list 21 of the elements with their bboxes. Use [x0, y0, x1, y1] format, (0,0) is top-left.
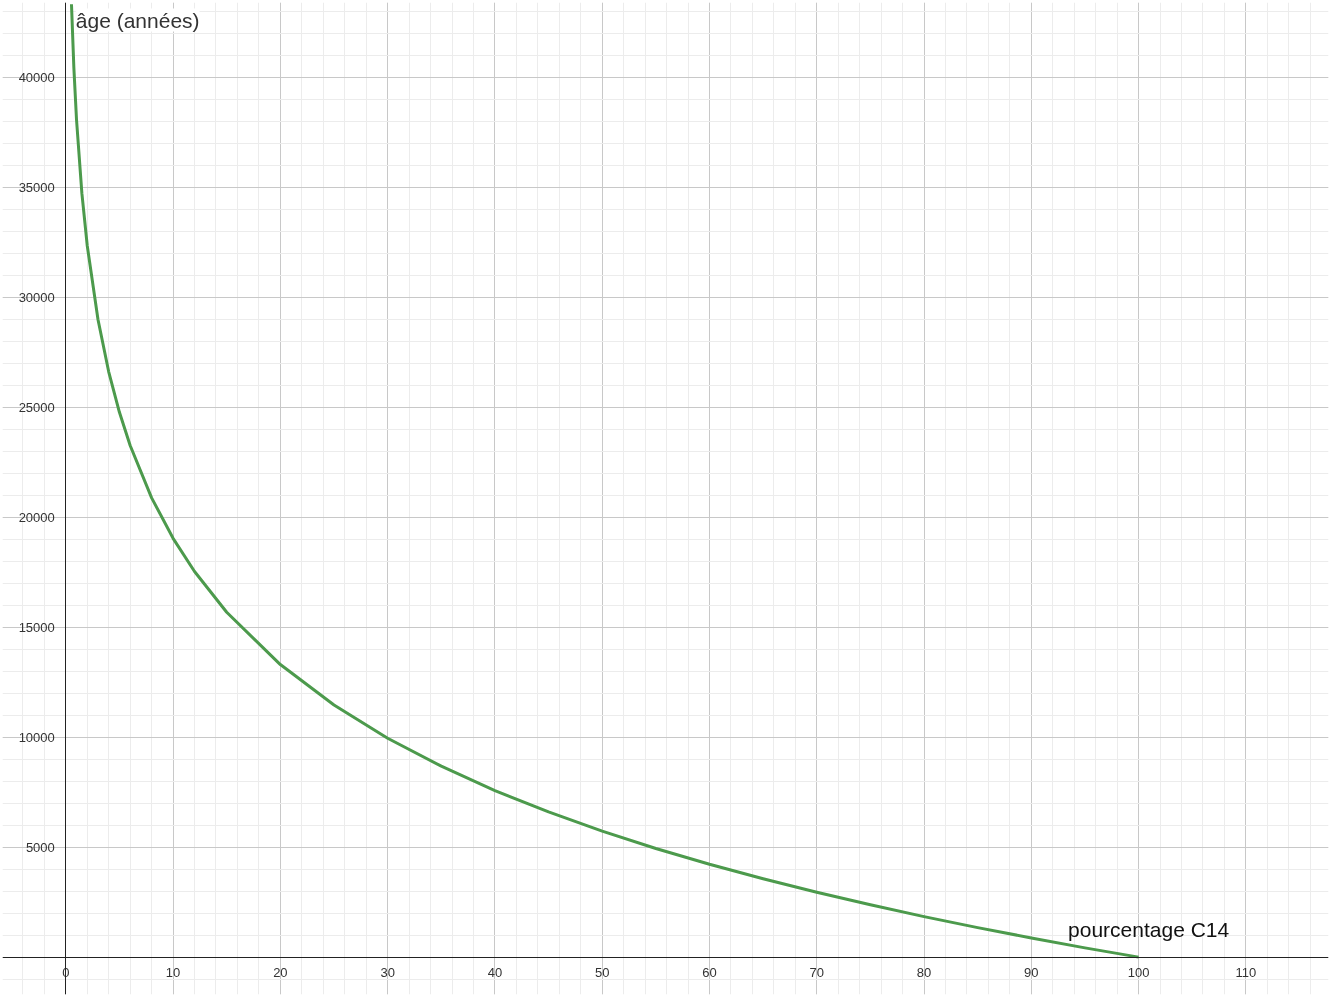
y-tick-label: 35000: [18, 179, 55, 195]
x-tick-label: 60: [702, 965, 717, 981]
y-tick-label: 30000: [18, 289, 55, 305]
x-tick-label: 80: [916, 965, 932, 981]
x-axis-title: pourcentage C14: [1068, 918, 1230, 942]
x-tick-label: 100: [1127, 965, 1150, 981]
y-tick-label: 25000: [18, 399, 55, 415]
x-tick-label: 20: [273, 965, 288, 981]
x-tick-label: 40: [487, 965, 503, 981]
x-tick-label: 110: [1235, 965, 1257, 981]
y-tick-label: 40000: [18, 69, 55, 85]
x-tick-label: 30: [380, 965, 395, 981]
x-tick-label: 90: [1024, 965, 1039, 981]
x-tick-label: 70: [809, 965, 825, 981]
y-tick-label: 20000: [18, 509, 55, 525]
x-tick-label: 10: [165, 965, 181, 981]
y-axis-title: âge (années): [75, 8, 200, 32]
y-tick-label: 10000: [18, 729, 55, 745]
x-tick-label: 50: [594, 965, 610, 981]
y-tick-label: 15000: [18, 619, 55, 635]
y-tick-label: 5000: [25, 839, 55, 855]
